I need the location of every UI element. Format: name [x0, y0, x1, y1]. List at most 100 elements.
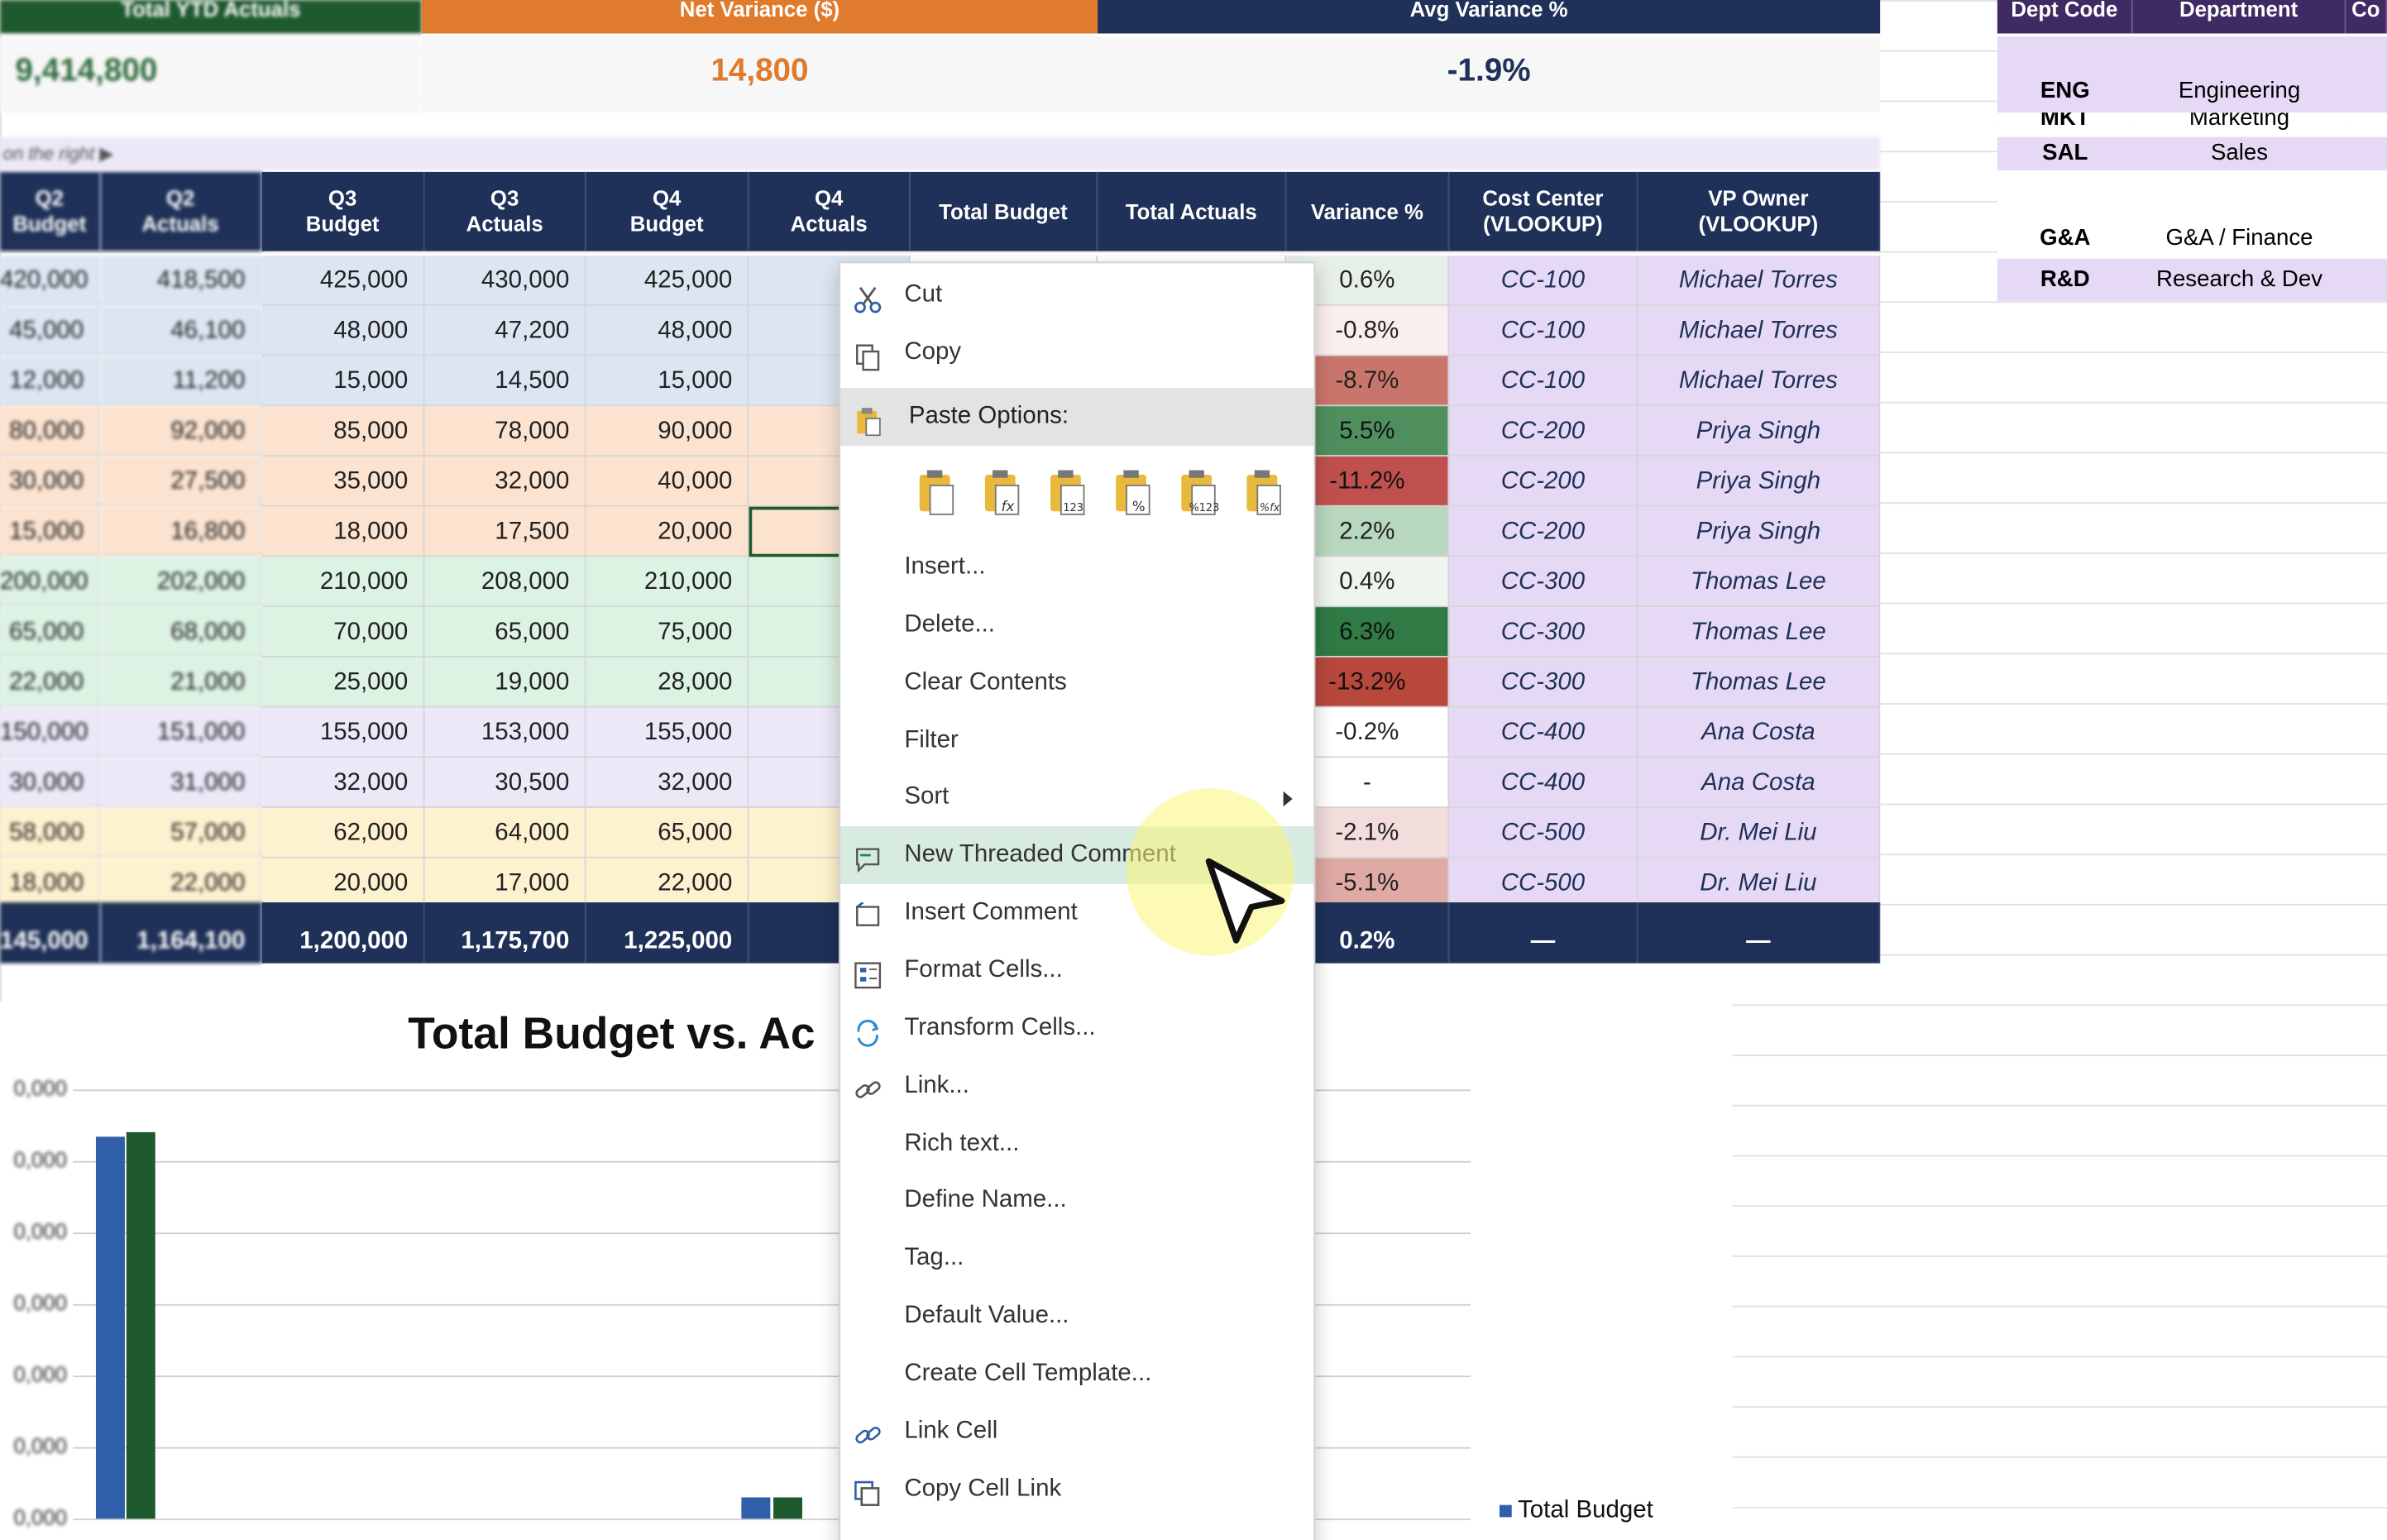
table-cell[interactable]: 31,000: [100, 758, 262, 808]
vp-owner-cell[interactable]: Michael Torres: [1638, 256, 1881, 306]
table-cell[interactable]: 210,000: [261, 557, 425, 608]
table-cell[interactable]: 85,000: [261, 406, 425, 457]
table-cell[interactable]: 15,000: [0, 506, 101, 557]
cost-center-cell[interactable]: CC-500: [1449, 858, 1638, 909]
column-header[interactable]: VP Owner (VLOOKUP): [1638, 171, 1881, 251]
menu-item-transform-cells[interactable]: Transform Cells...: [840, 999, 1313, 1057]
column-header[interactable]: Q3 Actuals: [424, 171, 586, 251]
vp-owner-cell[interactable]: Michael Torres: [1638, 356, 1881, 407]
column-header[interactable]: Q2 Budget: [0, 171, 101, 251]
table-cell[interactable]: 68,000: [100, 607, 262, 658]
table-cell[interactable]: 14,500: [424, 356, 586, 407]
vp-owner-cell[interactable]: Thomas Lee: [1638, 657, 1881, 708]
table-cell[interactable]: 22,000: [100, 858, 262, 909]
cost-center-cell[interactable]: CC-100: [1449, 305, 1638, 356]
menu-item-rich-text[interactable]: Rich text...: [840, 1115, 1313, 1173]
lookup-header[interactable]: Co: [2346, 0, 2387, 34]
table-cell[interactable]: 420,000: [0, 256, 101, 306]
vp-owner-cell[interactable]: Thomas Lee: [1638, 607, 1881, 658]
menu-item-link[interactable]: Link...: [840, 1057, 1313, 1115]
table-cell[interactable]: 25,000: [261, 657, 425, 708]
lookup-extra-cell[interactable]: [2346, 112, 2387, 134]
table-cell[interactable]: 210,000: [586, 557, 749, 608]
vp-owner-cell[interactable]: Priya Singh: [1638, 506, 1881, 557]
totals-cell[interactable]: 1,164,100: [100, 902, 262, 964]
paste-formula-icon[interactable]: fx: [982, 469, 1025, 521]
totals-vp-owner[interactable]: —: [1638, 902, 1881, 964]
table-cell[interactable]: 78,000: [424, 406, 586, 457]
table-cell[interactable]: 153,000: [424, 707, 586, 758]
menu-item-insert-comment[interactable]: Insert Comment: [840, 884, 1313, 942]
column-header[interactable]: Total Actuals: [1098, 171, 1287, 251]
table-cell[interactable]: 75,000: [586, 607, 749, 658]
cost-center-cell[interactable]: CC-300: [1449, 657, 1638, 708]
cost-center-cell[interactable]: CC-300: [1449, 557, 1638, 608]
menu-item-sort[interactable]: Sort: [840, 769, 1313, 827]
menu-item-default-value[interactable]: Default Value...: [840, 1288, 1313, 1346]
table-cell[interactable]: 418,500: [100, 256, 262, 306]
table-cell[interactable]: 65,000: [586, 807, 749, 858]
table-cell[interactable]: 47,200: [424, 305, 586, 356]
table-cell[interactable]: 19,000: [424, 657, 586, 708]
lookup-extra-cell[interactable]: [2346, 258, 2387, 302]
paste-formula-number-icon[interactable]: %fx: [1244, 469, 1287, 521]
cost-center-cell[interactable]: CC-200: [1449, 506, 1638, 557]
table-cell[interactable]: 150,000: [0, 707, 101, 758]
menu-item-filter[interactable]: Filter: [840, 711, 1313, 769]
lookup-header[interactable]: Department: [2132, 0, 2346, 34]
paste-formatting-icon[interactable]: %: [1112, 469, 1155, 521]
totals-cell[interactable]: 1,200,000: [261, 902, 425, 964]
table-cell[interactable]: 17,000: [424, 858, 586, 909]
table-cell[interactable]: 32,000: [586, 758, 749, 808]
vp-owner-cell[interactable]: Priya Singh: [1638, 456, 1881, 507]
paste-icon[interactable]: [916, 469, 959, 521]
table-cell[interactable]: 155,000: [586, 707, 749, 758]
table-cell[interactable]: 16,800: [100, 506, 262, 557]
table-cell[interactable]: 35,000: [261, 456, 425, 507]
table-cell[interactable]: 21,000: [100, 657, 262, 708]
vp-owner-cell[interactable]: Thomas Lee: [1638, 557, 1881, 608]
table-cell[interactable]: 18,000: [0, 858, 101, 909]
table-cell[interactable]: 80,000: [0, 406, 101, 457]
totals-cell[interactable]: 1,175,700: [424, 902, 586, 964]
table-cell[interactable]: 30,500: [424, 758, 586, 808]
table-cell[interactable]: 12,000: [0, 356, 101, 407]
table-cell[interactable]: 27,500: [100, 456, 262, 507]
table-cell[interactable]: 202,000: [100, 557, 262, 608]
table-cell[interactable]: 22,000: [586, 858, 749, 909]
vp-owner-cell[interactable]: Ana Costa: [1638, 707, 1881, 758]
table-cell[interactable]: 155,000: [261, 707, 425, 758]
paste-values-icon[interactable]: 123: [1047, 469, 1090, 521]
table-cell[interactable]: 57,000: [100, 807, 262, 858]
table-cell[interactable]: 32,000: [261, 758, 425, 808]
table-cell[interactable]: 65,000: [424, 607, 586, 658]
table-cell[interactable]: 17,500: [424, 506, 586, 557]
table-cell[interactable]: 22,000: [0, 657, 101, 708]
table-cell[interactable]: 64,000: [424, 807, 586, 858]
menu-item-cut[interactable]: Cut: [840, 266, 1313, 324]
table-cell[interactable]: 46,100: [100, 305, 262, 356]
department-cell[interactable]: Marketing: [2132, 112, 2346, 134]
vp-owner-cell[interactable]: Priya Singh: [1638, 406, 1881, 457]
column-header[interactable]: Q4 Actuals: [749, 171, 911, 251]
column-header[interactable]: Q2 Actuals: [100, 171, 262, 251]
table-cell[interactable]: 430,000: [424, 256, 586, 306]
vp-owner-cell[interactable]: Dr. Mei Liu: [1638, 807, 1881, 858]
column-header[interactable]: Total Budget: [910, 171, 1098, 251]
vp-owner-cell[interactable]: Dr. Mei Liu: [1638, 858, 1881, 909]
cost-center-cell[interactable]: CC-200: [1449, 406, 1638, 457]
table-cell[interactable]: 70,000: [261, 607, 425, 658]
menu-item-delete[interactable]: Delete...: [840, 596, 1313, 654]
chart-bar[interactable]: [95, 1136, 125, 1519]
paste-values-number-icon[interactable]: %123: [1179, 469, 1222, 521]
vp-owner-cell[interactable]: Michael Torres: [1638, 305, 1881, 356]
table-cell[interactable]: 45,000: [0, 305, 101, 356]
table-cell[interactable]: 40,000: [586, 456, 749, 507]
table-cell[interactable]: 48,000: [261, 305, 425, 356]
table-cell[interactable]: 92,000: [100, 406, 262, 457]
menu-item-copy-cell-link[interactable]: Copy Cell Link: [840, 1461, 1313, 1518]
menu-item-link-cell[interactable]: Link Cell: [840, 1403, 1313, 1461]
table-cell[interactable]: 62,000: [261, 807, 425, 858]
cost-center-cell[interactable]: CC-500: [1449, 807, 1638, 858]
menu-item-copy[interactable]: Copy: [840, 324, 1313, 382]
